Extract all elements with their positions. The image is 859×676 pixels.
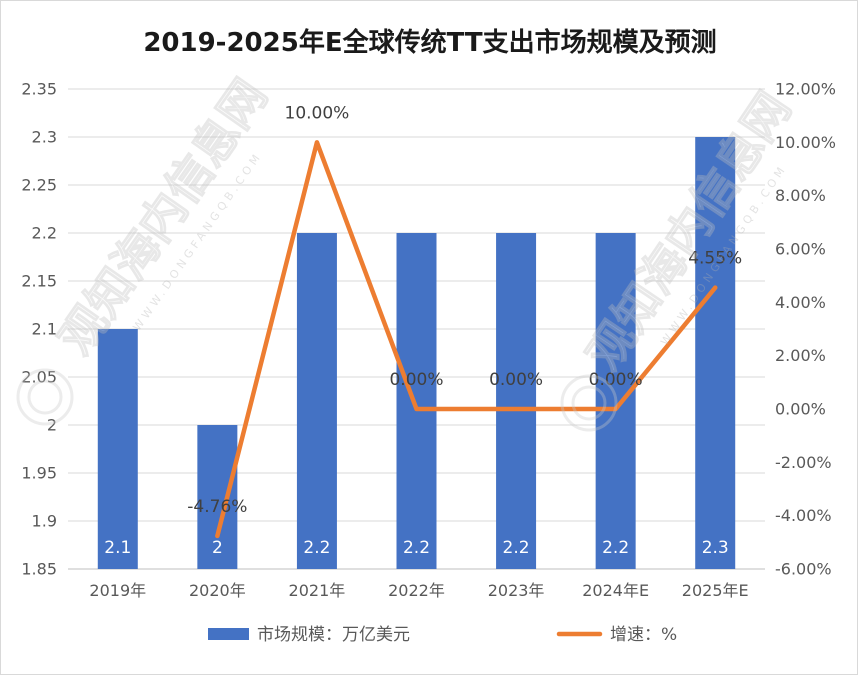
line-data-label-3: 0.00% (389, 370, 443, 390)
legend-label-market-size: 市场规模：万亿美元 (257, 625, 410, 645)
bar-5 (595, 233, 636, 569)
gridlines (68, 88, 765, 570)
line-data-labels: -4.76% 10.00% 0.00% 0.00% 0.00% 4.55% (187, 103, 742, 517)
line-data-label-2: 10.00% (285, 103, 350, 123)
line-data-label-5: 0.00% (589, 370, 643, 390)
x-tick-label: 2021年 (289, 581, 346, 600)
legend-label-growth-rate: 增速：% (610, 625, 677, 645)
y-axis-right: -6.00% -4.00% -2.00% 0.00% 2.00% 4.00% 6.00% 8.… (775, 80, 836, 579)
x-axis: 2019年 2020年 2021年 2022年 2023年 2024年E 2025年E (89, 581, 748, 600)
legend-item-market-size: 市场规模：万亿美元 (208, 625, 410, 645)
line-data-label-4: 0.00% (489, 370, 543, 390)
y-tick-label-left: 2.3 (32, 128, 57, 147)
y-tick-label-left: 2.2 (32, 224, 57, 243)
y-tick-label-left: 2 (47, 416, 57, 435)
y-tick-label-right: 10.00% (775, 133, 836, 152)
bar-series-market-size (97, 137, 736, 569)
chart-title: 2019-2025年E全球传统TT支出市场规模及预测 (143, 27, 716, 58)
y-axis-left: 1.85 1.9 1.95 2 2.05 2.1 2.15 2.2 2.25 2.3 2.35 (21, 80, 57, 579)
y-tick-label-right: -4.00% (775, 506, 832, 525)
bar-3 (396, 233, 437, 569)
y-tick-label-left: 2.15 (21, 272, 57, 291)
legend-bar-swatch (208, 628, 249, 640)
bar-0 (97, 329, 138, 569)
y-tick-label-left: 1.85 (21, 560, 57, 579)
y-tick-label-left: 1.95 (21, 464, 57, 483)
legend: 市场规模：万亿美元 增速：% (208, 625, 677, 645)
x-tick-label: 2025年E (682, 581, 749, 600)
line-point-3 (414, 407, 419, 411)
line-point-2 (314, 140, 319, 145)
bar-data-label-1: 2 (212, 538, 223, 558)
x-tick-label: 2024年E (582, 581, 649, 600)
bar-data-label-0: 2.1 (104, 538, 131, 558)
line-point-6 (713, 285, 718, 290)
bar-6 (695, 137, 736, 569)
growth-rate-line (215, 140, 718, 539)
bar-data-labels: 2.1 2 2.2 2.2 2.2 2.2 2.3 (104, 538, 728, 558)
bar-data-label-5: 2.2 (602, 538, 629, 558)
line-data-label-1: -4.76% (187, 497, 247, 517)
x-tick-label: 2019年 (89, 581, 146, 600)
bar-data-label-2: 2.2 (303, 538, 330, 558)
y-tick-label-right: 2.00% (775, 346, 826, 365)
y-tick-label-left: 1.9 (32, 512, 57, 531)
y-tick-label-right: -6.00% (775, 560, 832, 579)
bar-data-label-6: 2.3 (702, 538, 729, 558)
y-tick-label-right: 12.00% (775, 80, 836, 99)
y-tick-label-right: 8.00% (775, 186, 826, 205)
bar-data-label-3: 2.2 (403, 538, 430, 558)
y-tick-label-right: 0.00% (775, 400, 826, 419)
line-data-label-6: 4.55% (688, 249, 742, 269)
bar-data-label-4: 2.2 (503, 538, 530, 558)
y-tick-label-left: 2.05 (21, 368, 57, 387)
x-tick-label: 2022年 (388, 581, 445, 600)
y-tick-label-left: 2.35 (21, 80, 57, 99)
line-series-growth-rate (215, 140, 718, 539)
bar-1 (197, 425, 238, 569)
line-point-1 (215, 533, 220, 538)
bar-2 (296, 233, 337, 569)
legend-item-growth-rate: 增速：% (556, 625, 677, 645)
line-point-4 (514, 407, 519, 411)
y-tick-label-right: 4.00% (775, 293, 826, 312)
y-tick-label-left: 2.25 (21, 176, 57, 195)
bar-4 (496, 233, 537, 569)
line-point-5 (613, 407, 618, 411)
y-tick-label-right: -2.00% (775, 453, 832, 472)
y-tick-label-right: 6.00% (775, 240, 826, 259)
x-tick-label: 2020年 (189, 581, 246, 600)
x-tick-label: 2023年 (488, 581, 545, 600)
y-tick-label-left: 2.1 (32, 320, 57, 339)
